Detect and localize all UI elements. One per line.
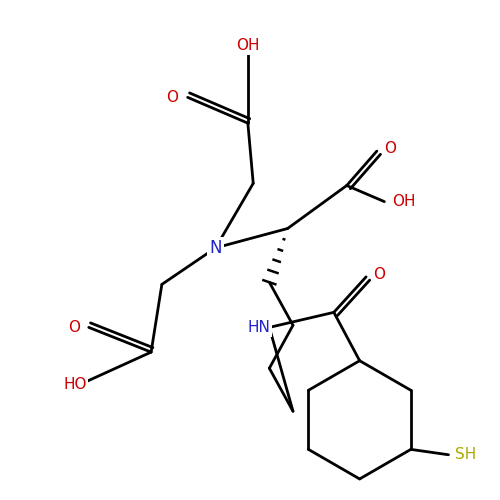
Text: OH: OH bbox=[392, 194, 415, 209]
Text: O: O bbox=[373, 267, 385, 282]
Text: O: O bbox=[384, 142, 396, 156]
Text: O: O bbox=[166, 90, 178, 105]
Text: HN: HN bbox=[247, 320, 270, 335]
Text: HO: HO bbox=[63, 377, 86, 392]
Text: N: N bbox=[210, 239, 222, 257]
Text: O: O bbox=[68, 320, 80, 335]
Text: SH: SH bbox=[455, 448, 476, 462]
Text: OH: OH bbox=[236, 38, 260, 54]
